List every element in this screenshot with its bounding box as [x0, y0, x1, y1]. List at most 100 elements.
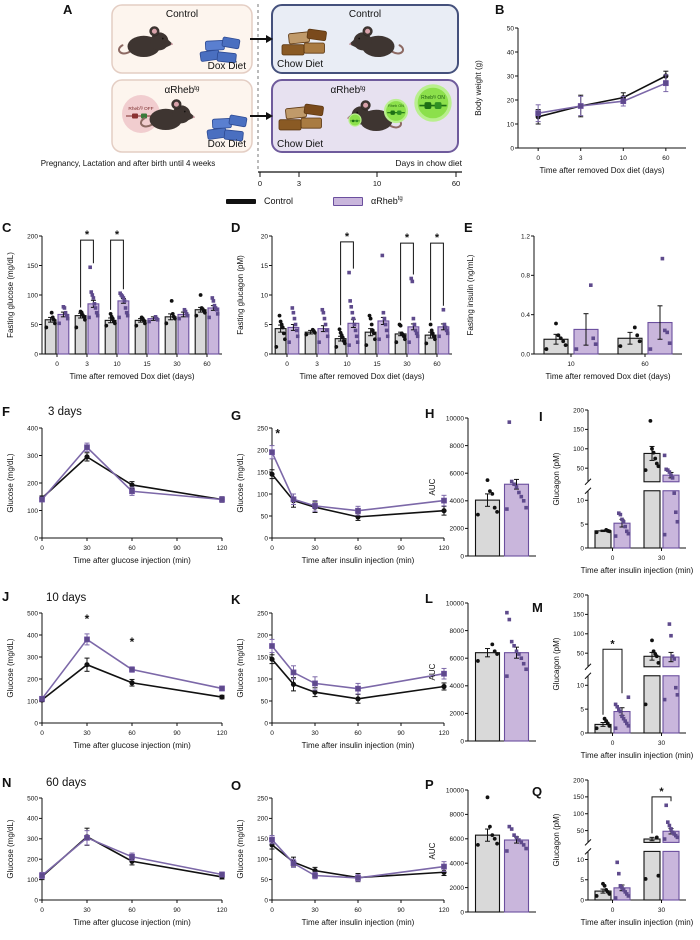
svg-text:0: 0	[34, 897, 38, 904]
timeline-label: Days in chow diet	[395, 158, 462, 168]
svg-text:Time after glucose injection (: Time after glucose injection (min)	[73, 741, 191, 750]
panel-label-o: O	[231, 778, 242, 793]
arrow-top	[250, 35, 273, 43]
svg-text:*: *	[659, 786, 664, 798]
svg-text:Rheb ON: Rheb ON	[388, 104, 404, 108]
svg-text:100: 100	[257, 857, 268, 864]
svg-text:0: 0	[460, 738, 464, 745]
svg-text:4000: 4000	[450, 861, 465, 868]
svg-text:10: 10	[577, 857, 585, 864]
svg-text:Glucose (mg/dL): Glucose (mg/dL)	[6, 453, 15, 512]
svg-text:Time after removed Dox diet (d: Time after removed Dox diet (days)	[545, 372, 670, 381]
svg-text:150: 150	[257, 836, 268, 843]
svg-text:500: 500	[27, 610, 38, 617]
svg-text:30: 30	[83, 545, 91, 552]
svg-text:200: 200	[27, 676, 38, 683]
chart-fasting-insulin: 0.0 0.4 0.8 1.2 Fasting insulin (ng/mL) 10 60 T…	[466, 233, 682, 381]
svg-text:*: *	[435, 232, 440, 244]
svg-text:300: 300	[27, 453, 38, 460]
experiment-diagram: Control Dox Diet αRhebtg Rhebtg OFF Dox …	[41, 4, 463, 188]
svg-text:Time after glucose injection (: Time after glucose injection (min)	[73, 918, 191, 927]
svg-text:200: 200	[257, 632, 268, 639]
svg-text:0: 0	[34, 535, 38, 542]
panel-label-f: F	[2, 404, 10, 419]
svg-text:10: 10	[343, 361, 351, 368]
svg-text:200: 200	[257, 816, 268, 823]
svg-text:30: 30	[658, 555, 666, 562]
svg-text:100: 100	[27, 698, 38, 705]
svg-text:Glucagon (pM): Glucagon (pM)	[552, 452, 561, 505]
svg-text:0: 0	[580, 730, 584, 737]
chart-auc-60days: 0 2000 4000 6000 8000 10000 AUC	[428, 787, 536, 916]
panel-label-q: Q	[532, 784, 543, 799]
svg-text:400: 400	[27, 816, 38, 823]
panel-label-h: H	[425, 406, 435, 421]
svg-text:60: 60	[433, 361, 441, 368]
panel-label-k: K	[231, 592, 241, 607]
svg-text:Time after insulin injection (: Time after insulin injection (min)	[581, 751, 694, 760]
svg-text:2000: 2000	[450, 885, 465, 892]
svg-text:15: 15	[261, 263, 269, 270]
svg-text:0: 0	[270, 730, 274, 737]
svg-text:90: 90	[397, 730, 405, 737]
svg-text:0: 0	[264, 897, 268, 904]
svg-text:150: 150	[573, 612, 584, 619]
svg-text:50: 50	[507, 25, 515, 32]
svg-text:30: 30	[658, 740, 666, 747]
control-swatch	[226, 198, 256, 204]
svg-text:0: 0	[264, 720, 268, 727]
rheb-off-badge: Rhebtg OFF	[122, 95, 160, 133]
svg-text:8000: 8000	[450, 812, 465, 819]
svg-text:60: 60	[128, 907, 136, 914]
svg-text:30: 30	[311, 730, 319, 737]
svg-text:100: 100	[257, 491, 268, 498]
svg-text:8000: 8000	[450, 628, 465, 635]
svg-text:0: 0	[460, 553, 464, 560]
svg-text:AUC: AUC	[428, 842, 437, 859]
diagram-caption: Pregnancy, Lactation and after birth unt…	[41, 159, 216, 168]
legend-control-label: Control	[264, 196, 294, 206]
svg-text:200: 200	[573, 592, 584, 599]
svg-text:40: 40	[507, 49, 515, 56]
chart-itt-60days: 0 50 100 150 200 250 Glucose (mg/dL) 0 30 60 90 120…	[236, 795, 450, 927]
panel-label-m: M	[532, 600, 543, 615]
svg-text:Rhebtg OFF: Rhebtg OFF	[128, 106, 153, 113]
box-control-dox: Control Dox Diet	[111, 4, 253, 74]
box-arheb-chow: αRhebtg Rheb ON Rhebtg ON Chow Diet	[271, 79, 459, 153]
svg-text:50: 50	[577, 650, 585, 657]
chart-glucagon-3days: 50 100 150 200 0 5 10 Glucagon (pM) 0 30 Time afte…	[552, 407, 694, 575]
svg-text:100: 100	[27, 292, 38, 299]
svg-text:200: 200	[573, 407, 584, 414]
svg-text:100: 100	[27, 508, 38, 515]
svg-text:120: 120	[439, 545, 450, 552]
svg-text:120: 120	[217, 545, 228, 552]
svg-text:500: 500	[27, 795, 38, 802]
svg-text:0: 0	[264, 351, 268, 358]
svg-text:Time after removed Dox diet (d: Time after removed Dox diet (days)	[539, 166, 664, 175]
box-arheb-dox: αRhebtg Rhebtg OFF Dox Diet	[111, 79, 253, 153]
svg-text:5: 5	[580, 877, 584, 884]
svg-text:100: 100	[27, 877, 38, 884]
svg-text:AUC: AUC	[428, 663, 437, 680]
svg-text:Glucose (mg/dL): Glucose (mg/dL)	[236, 819, 245, 878]
svg-text:4000: 4000	[450, 498, 465, 505]
svg-text:20: 20	[507, 97, 515, 104]
svg-text:0.0: 0.0	[521, 351, 530, 358]
svg-text:3: 3	[579, 155, 583, 162]
svg-text:150: 150	[573, 794, 584, 801]
svg-text:100: 100	[573, 631, 584, 638]
legend-arheb: αRhebtg	[333, 196, 403, 206]
svg-text:50: 50	[31, 322, 39, 329]
svg-text:Time after insulin injection (: Time after insulin injection (min)	[302, 918, 415, 927]
box-title: Control	[166, 9, 198, 20]
svg-text:150: 150	[257, 654, 268, 661]
svg-text:0: 0	[55, 361, 59, 368]
svg-text:50: 50	[577, 828, 585, 835]
svg-text:200: 200	[27, 857, 38, 864]
svg-text:90: 90	[397, 545, 405, 552]
svg-text:0: 0	[580, 897, 584, 904]
svg-text:*: *	[85, 612, 90, 626]
svg-text:0: 0	[611, 740, 615, 747]
svg-text:0: 0	[536, 155, 540, 162]
